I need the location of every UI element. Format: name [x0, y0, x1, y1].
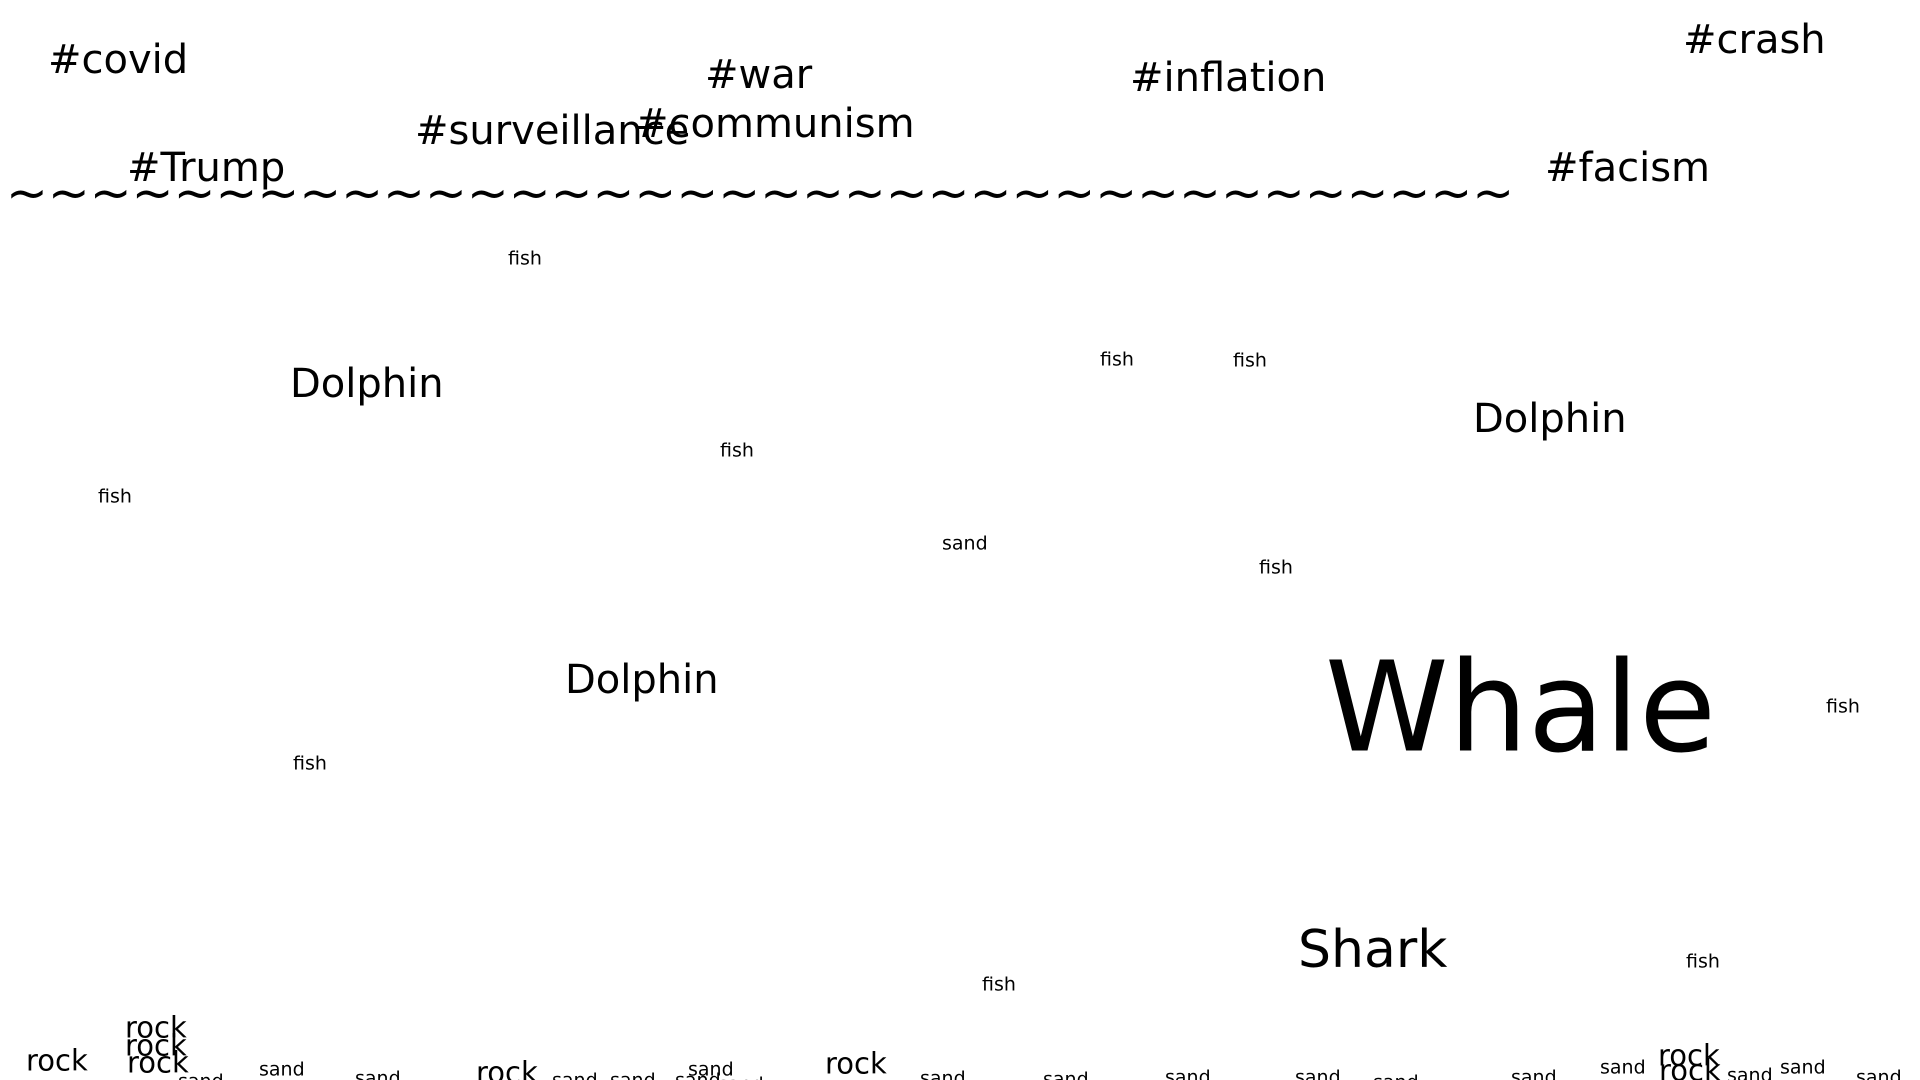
- shark-label: Shark: [1298, 920, 1448, 980]
- sand-label: sand: [675, 1071, 721, 1080]
- hashtag-facism: #facism: [1545, 145, 1711, 191]
- dolphin-label: Dolphin: [565, 657, 719, 703]
- hashtag-surveillance: #surveillance: [415, 108, 690, 154]
- sand-label: sand: [1373, 1073, 1419, 1080]
- fish-label: fish: [982, 973, 1016, 996]
- sand-label: sand: [610, 1071, 656, 1080]
- rock-label: rock: [1658, 1038, 1720, 1073]
- wave-line: ~~~~~~~~~~~~~~~~~~~~~~~~~~~~~~~~~~~~: [6, 164, 1515, 222]
- sand-label: sand: [1856, 1066, 1902, 1080]
- fish-label: fish: [720, 439, 754, 462]
- sand-label: sand: [552, 1071, 598, 1080]
- dolphin-label: Dolphin: [1473, 396, 1627, 442]
- hashtag-inflation: #inflation: [1130, 55, 1327, 101]
- fish-label: fish: [98, 485, 132, 508]
- sand-label: sand: [355, 1067, 401, 1080]
- fish-label: fish: [508, 247, 542, 270]
- sand-label: sand: [920, 1067, 966, 1080]
- sand-label: sand: [259, 1058, 305, 1080]
- rock-label: rock: [1659, 1053, 1721, 1080]
- sand-label: sand: [1727, 1064, 1773, 1080]
- sand-label: sand: [688, 1058, 734, 1080]
- rock-label: rock: [825, 1046, 887, 1080]
- hashtag-trump: #Trump: [127, 145, 286, 191]
- rock-label: rock: [26, 1043, 88, 1078]
- sand-label: sand: [1165, 1066, 1211, 1080]
- sand-label: sand: [942, 532, 988, 555]
- hashtag-covid: #covid: [48, 37, 189, 83]
- sand-label: sand: [1043, 1068, 1089, 1080]
- fish-label: fish: [1686, 950, 1720, 973]
- fish-label: fish: [1100, 348, 1134, 371]
- sand-label: sand: [1511, 1066, 1557, 1080]
- fish-label: fish: [1826, 695, 1860, 718]
- hashtag-crash: #crash: [1683, 17, 1826, 63]
- hashtag-war: #war: [705, 52, 813, 98]
- rock-label: rock: [125, 1010, 187, 1045]
- sand-label: sand: [1780, 1056, 1826, 1079]
- sand-label: sand: [718, 1075, 764, 1080]
- rock-label: rock: [476, 1055, 538, 1080]
- rock-label: rock: [127, 1045, 189, 1080]
- fish-label: fish: [293, 752, 327, 775]
- sand-label: sand: [1295, 1066, 1341, 1080]
- sand-label: sand: [1600, 1056, 1646, 1079]
- fish-label: fish: [1233, 349, 1267, 372]
- sand-label: sand: [178, 1072, 224, 1080]
- fish-label: fish: [1259, 556, 1293, 579]
- whale-label: Whale: [1325, 635, 1717, 781]
- dolphin-label: Dolphin: [290, 361, 444, 407]
- hashtag-communism: #communism: [635, 101, 915, 147]
- rock-label: rock: [125, 1028, 187, 1063]
